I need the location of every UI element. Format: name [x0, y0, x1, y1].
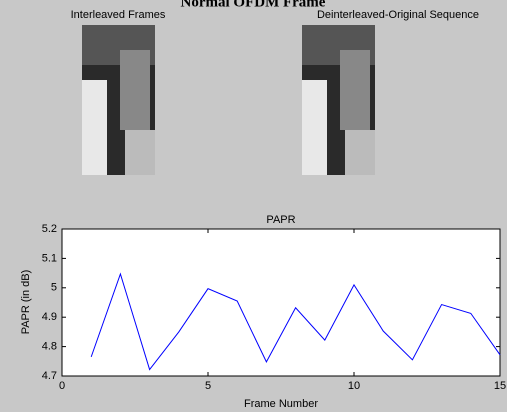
page: Normal OFDM Frame Interleaved Frames Dei…	[0, 0, 507, 412]
x-tick-label: 0	[59, 380, 65, 392]
y-tick-label: 5.1	[42, 252, 57, 264]
x-tick-label: 10	[348, 380, 360, 392]
y-tick-label: 4.8	[42, 341, 57, 353]
image-title: Deinterleaved-Original Sequence	[317, 9, 479, 21]
image-right	[302, 25, 375, 175]
plot-area	[62, 229, 500, 376]
image-left	[82, 25, 155, 175]
x-tick-label: 15	[494, 380, 506, 392]
y-tick-label: 5.2	[42, 223, 57, 235]
x-axis-label: Frame Number	[244, 398, 318, 410]
y-axis-label: PAPR (in dB)	[20, 270, 32, 335]
image-title: Interleaved Frames	[71, 9, 166, 21]
figure-title: Normal OFDM Frame	[181, 0, 326, 10]
figure: Normal OFDM Frame Interleaved Frames Dei…	[0, 0, 507, 412]
y-tick-label: 4.9	[42, 311, 57, 323]
y-tick-label: 5	[51, 282, 57, 294]
chart-title: PAPR	[266, 214, 295, 226]
x-tick-label: 5	[205, 380, 211, 392]
y-tick-label: 4.7	[42, 370, 57, 382]
